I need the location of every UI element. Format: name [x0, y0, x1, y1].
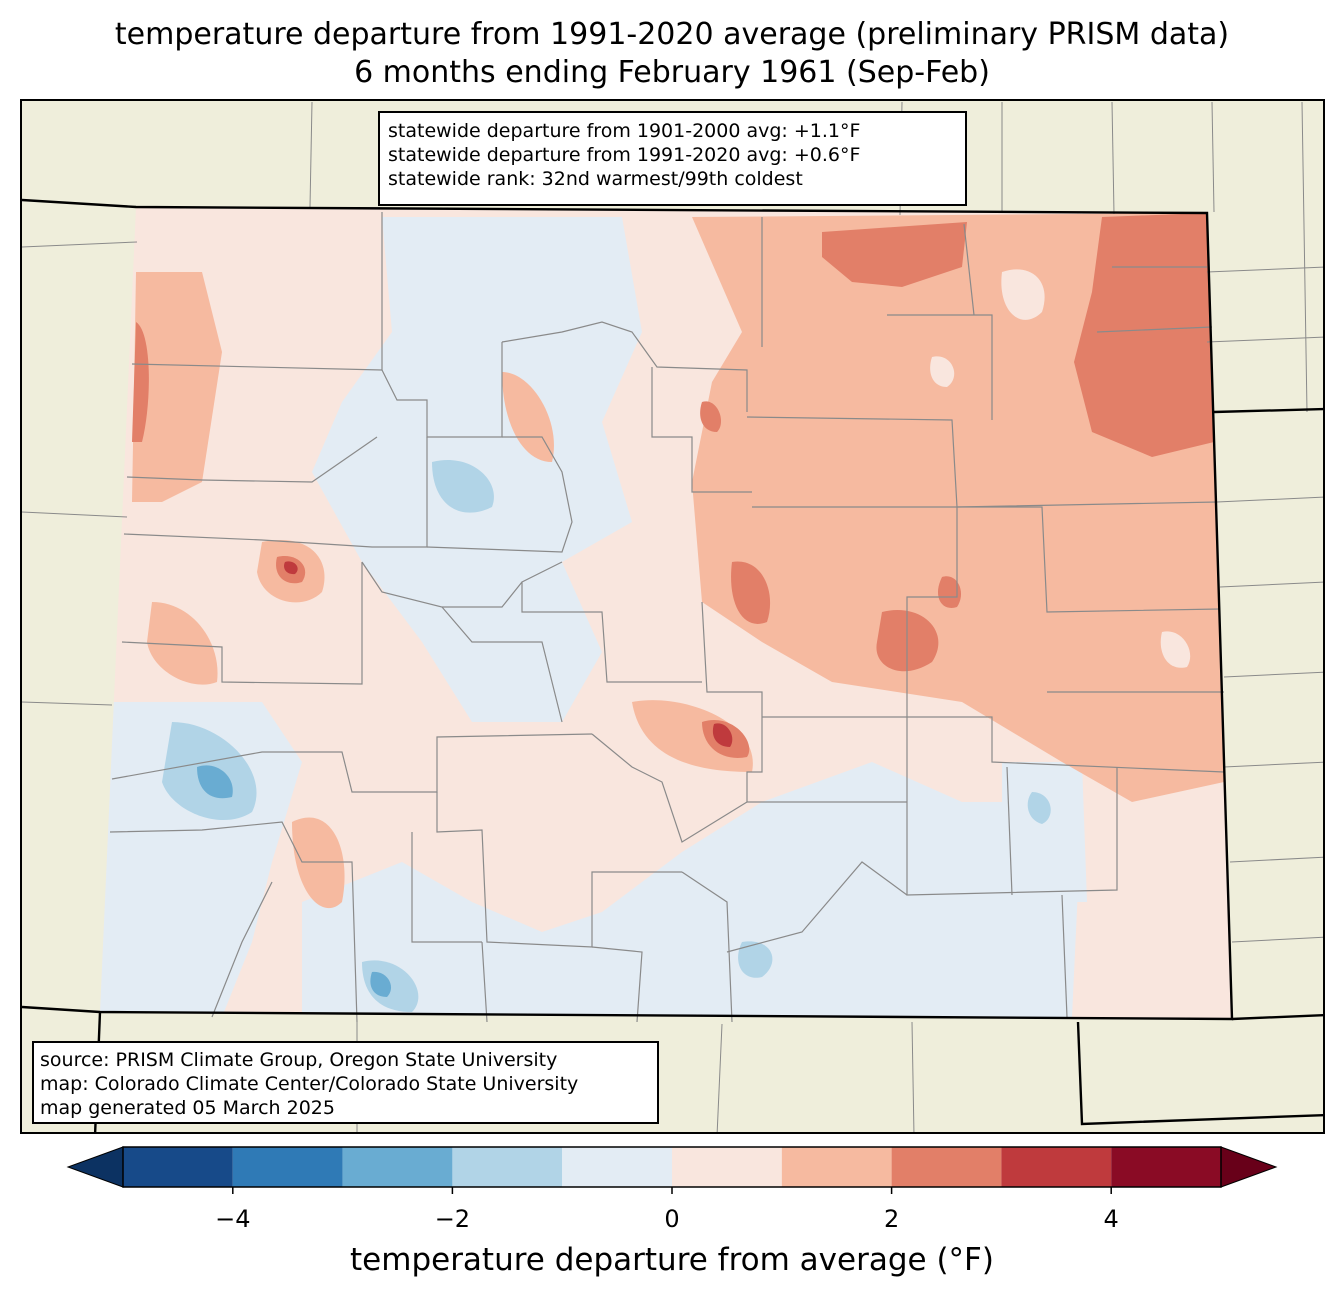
stats-line-1: statewide departure from 1901-2000 avg: … — [388, 120, 861, 142]
anomaly-area-warm — [147, 602, 218, 685]
anomaly-area-hot — [822, 222, 967, 287]
map-panel — [20, 99, 1325, 1134]
anomaly-area-cool — [1027, 792, 1051, 824]
colorbar-tick-label: −4 — [215, 1205, 251, 1233]
anomaly-area-cool — [1002, 762, 1087, 902]
source-line-2: map: Colorado Climate Center/Colorado St… — [40, 1073, 579, 1095]
colorbar-bin — [1111, 1147, 1221, 1187]
colorbar — [66, 1146, 1278, 1194]
colorbar-under-arrow — [66, 1146, 124, 1188]
colorbar-bin — [452, 1147, 563, 1187]
anomaly-area-cold — [370, 971, 392, 997]
colorbar-tick-label: −2 — [434, 1205, 471, 1233]
colorbar-bin — [232, 1147, 343, 1187]
source-line-1: source: PRISM Climate Group, Oregon Stat… — [40, 1049, 558, 1071]
colorbar-bin — [1001, 1147, 1112, 1187]
anomaly-area-warm — [292, 817, 345, 909]
anomaly-area-hot — [937, 576, 962, 608]
colorbar-bin — [781, 1147, 892, 1187]
colorado-map — [22, 101, 1323, 1132]
anomaly-area-neutral — [1160, 631, 1191, 668]
colorbar-bin — [342, 1147, 453, 1187]
colorbar-tick-label: 0 — [664, 1205, 680, 1233]
anomaly-area-cold — [197, 765, 233, 799]
stats-line-3: statewide rank: 32nd warmest/99th coldes… — [388, 168, 803, 190]
anomaly-area-hot — [132, 322, 149, 442]
colorbar-tick-label: 2 — [883, 1205, 900, 1233]
anomaly-area-cool — [432, 460, 494, 513]
state-boundaries — [22, 198, 1323, 1132]
source-credits-box: source: PRISM Climate Group, Oregon Stat… — [32, 1041, 659, 1124]
colorbar-bin — [891, 1147, 1002, 1187]
colorbar-bin — [672, 1147, 782, 1187]
source-line-3: map generated 05 March 2025 — [40, 1097, 335, 1119]
colorbar-label: temperature departure from average (°F) — [350, 1242, 994, 1278]
stats-line-2: statewide departure from 1991-2020 avg: … — [388, 144, 861, 166]
anomaly-area-very-hot — [712, 723, 733, 747]
anomaly-area-hot — [731, 561, 771, 624]
anomaly-area-neutral — [930, 356, 955, 387]
map-title-line-2: 6 months ending February 1961 (Sep-Feb) — [354, 55, 990, 90]
anomaly-area-warm — [132, 272, 222, 502]
colorbar-tick-label: 4 — [1103, 1205, 1119, 1233]
anomaly-area-warm — [502, 372, 554, 462]
colorbar-over-arrow — [1220, 1146, 1278, 1188]
colorbar-bin — [123, 1147, 233, 1187]
anomaly-area-very-hot — [284, 561, 298, 575]
neighbor-state-boundaries — [22, 101, 1323, 1132]
anomaly-area-cool — [738, 941, 773, 978]
map-title-line-1: temperature departure from 1991-2020 ave… — [114, 17, 1230, 52]
statewide-stats-box: statewide departure from 1901-2000 avg: … — [378, 111, 967, 206]
county-boundaries — [109, 212, 1225, 1023]
colorbar-bin — [562, 1147, 672, 1187]
anomaly-area-cool — [302, 762, 1082, 1017]
anomaly-area-hot — [1074, 213, 1214, 457]
anomaly-area-neutral — [1001, 269, 1045, 320]
anomaly-area-hot — [700, 401, 722, 432]
